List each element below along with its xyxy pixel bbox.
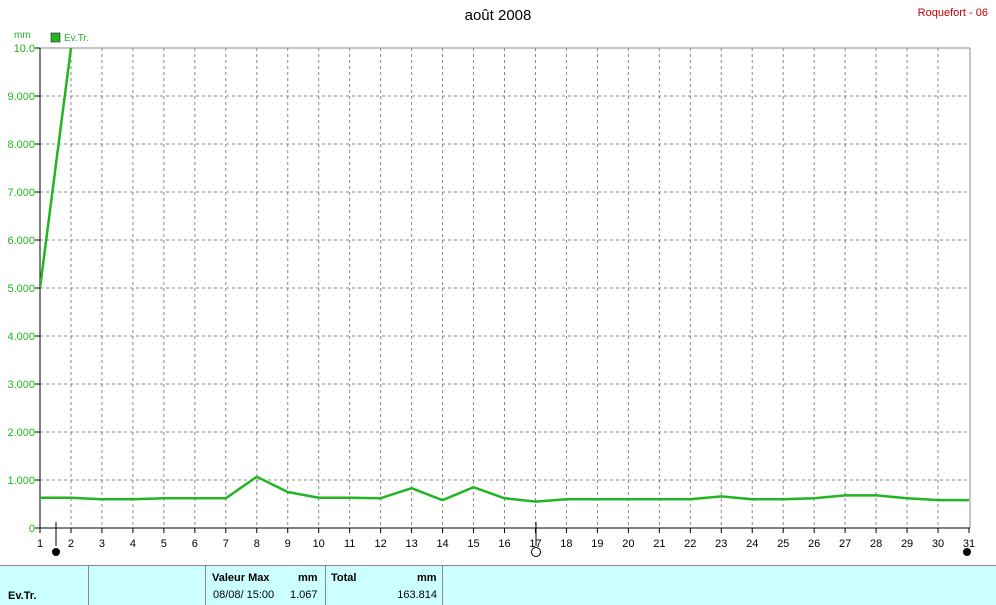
- x-tick-label: 1: [37, 538, 43, 550]
- x-tick-label: 6: [192, 538, 198, 550]
- divider: [442, 566, 443, 605]
- x-tick-label: 30: [932, 538, 944, 550]
- x-tick-label: 16: [498, 538, 510, 550]
- x-tick-label: 5: [161, 538, 167, 550]
- station: Roquefort - 06: [918, 7, 988, 19]
- max-unit: mm: [298, 572, 318, 584]
- max-date: 08/08/ 15:00: [213, 589, 275, 601]
- footer: Ev.Tr. Valeur Max mm 08/08/ 15:00 1.067 …: [0, 565, 996, 605]
- x-tick-label: 20: [622, 538, 634, 550]
- y-tick-label: 2.000: [7, 427, 35, 439]
- y-tick-label: 6.000: [7, 235, 35, 247]
- x-tick-label: 10: [313, 538, 325, 550]
- y-unit: mm: [14, 30, 31, 41]
- divider: [205, 566, 206, 605]
- x-tick-label: 2: [68, 538, 74, 550]
- divider: [325, 566, 326, 605]
- max-label: Valeur Max: [212, 572, 270, 584]
- x-tick-label: 3: [99, 538, 105, 550]
- chart-title: août 2008: [465, 7, 532, 24]
- x-tick-label: 19: [591, 538, 603, 550]
- x-tick-label: 11: [344, 538, 355, 550]
- x-tick-label: 22: [684, 538, 696, 550]
- x-tick-label: 12: [375, 538, 387, 550]
- x-tick-label: 4: [130, 538, 136, 550]
- legend-swatch: [50, 32, 61, 43]
- x-tick-label: 24: [746, 538, 758, 550]
- legend-label: Ev.Tr.: [64, 33, 89, 44]
- total-value: 163.814: [397, 589, 437, 601]
- footer-name: Ev.Tr.: [8, 590, 37, 602]
- chart: août 2008 Roquefort - 06 mm Ev.Tr. 0 1.00…: [7, 7, 988, 557]
- y-tick-label: 10.0: [14, 43, 35, 55]
- x-tick-label: 21: [653, 538, 665, 550]
- x-tick-label: 18: [560, 538, 572, 550]
- y-tick-label: 4.000: [7, 331, 35, 343]
- x-tick-label: 29: [901, 538, 913, 550]
- y-tick-label: 5.000: [7, 283, 35, 295]
- cursor-marker: [963, 548, 971, 556]
- x-tick-label: 9: [285, 538, 291, 550]
- x-tick-label: 8: [254, 538, 260, 550]
- max-value: 1.067: [290, 589, 318, 601]
- x-tick-label: 25: [777, 538, 789, 550]
- divider: [88, 566, 89, 605]
- x-tick-label: 15: [467, 538, 479, 550]
- x-tick-label: 17: [529, 538, 541, 550]
- y-tick-label: 7.000: [7, 187, 35, 199]
- y-tick-label: 8.000: [7, 139, 35, 151]
- x-tick-label: 13: [405, 538, 417, 550]
- x-tick-label: 23: [715, 538, 727, 550]
- cursor-marker: [52, 548, 60, 556]
- data-line: [40, 48, 73, 289]
- x-tick-label: 31: [963, 538, 975, 550]
- y-tick-label: 0: [29, 523, 35, 535]
- y-tick-label: 3.000: [7, 379, 35, 391]
- x-tick-label: 27: [839, 538, 851, 550]
- x-tick-label: 28: [870, 538, 882, 550]
- x-tick-label: 14: [436, 538, 448, 550]
- x-tick-label: 7: [223, 538, 229, 550]
- y-tick-label: 9.000: [7, 91, 35, 103]
- y-tick-label: 1.000: [7, 475, 35, 487]
- cursor-marker: [531, 547, 541, 557]
- x-tick-label: 26: [808, 538, 820, 550]
- total-unit: mm: [417, 572, 437, 584]
- data-line: [40, 475, 969, 503]
- total-label: Total: [331, 572, 357, 584]
